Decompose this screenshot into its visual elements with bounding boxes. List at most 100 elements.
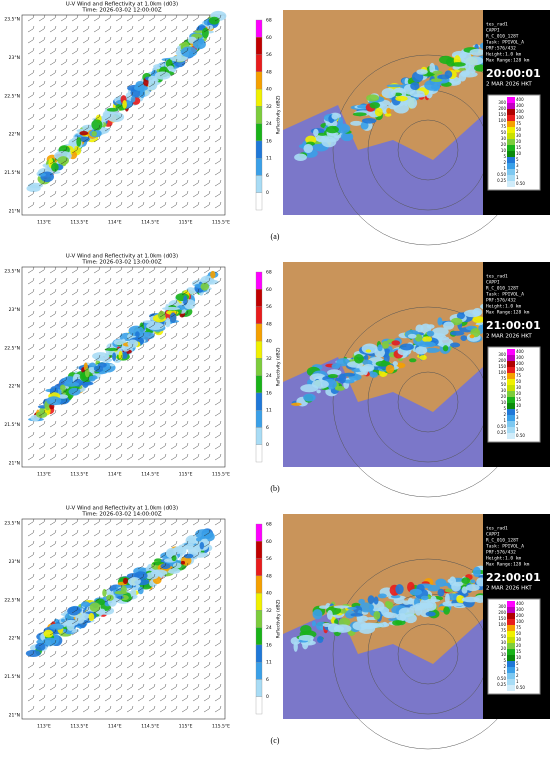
colorbar-segment: [255, 71, 263, 90]
wind-barb: [104, 157, 112, 165]
wind-barb: [159, 135, 167, 143]
lon-label: 114°E: [108, 472, 122, 478]
wind-barb: [71, 343, 79, 351]
lat-label: 22°N: [9, 132, 20, 138]
wind-barb: [126, 540, 134, 548]
radar-info: PRF:576/432: [486, 46, 516, 52]
wind-barb: [104, 288, 112, 296]
echo: [57, 156, 69, 165]
wind-barb: [60, 573, 68, 581]
echo: [318, 605, 329, 609]
wind-barb: [192, 694, 200, 702]
wind-barb: [60, 14, 68, 22]
wind-barb: [137, 562, 145, 570]
wind-barb: [104, 705, 112, 713]
echo: [384, 348, 390, 353]
wind-barb: [27, 190, 35, 198]
wind-barb: [82, 310, 90, 318]
legend-right: 400: [516, 601, 524, 606]
wind-barb: [60, 606, 68, 614]
wind-barb: [49, 551, 57, 559]
wind-barb: [27, 694, 35, 702]
wind-barb: [192, 69, 200, 77]
wind-barb: [82, 277, 90, 285]
wind-barb: [192, 80, 200, 88]
radar-info: Max Range:128 km: [486, 58, 530, 64]
echo: [442, 345, 449, 352]
echo: [386, 107, 391, 114]
legend-left: 300: [498, 352, 506, 357]
colorbar-tick: 48: [266, 321, 272, 327]
echo: [399, 613, 407, 622]
wind-barb: [82, 299, 90, 307]
wind-barb: [49, 442, 57, 450]
legend-left: 75: [501, 376, 507, 381]
echo: [463, 309, 481, 318]
wind-barb: [93, 266, 101, 274]
wind-barb: [49, 135, 57, 143]
wind-barb: [203, 69, 211, 77]
wind-barb: [126, 584, 134, 592]
wind-barb: [159, 80, 167, 88]
echo: [451, 62, 466, 67]
wind-barb: [126, 266, 134, 274]
echo: [316, 636, 324, 643]
wind-barb: [137, 529, 145, 537]
wind-barb: [126, 124, 134, 132]
wind-barb: [181, 573, 189, 581]
wind-barb: [192, 354, 200, 362]
wind-barb: [93, 705, 101, 713]
wind-barb: [60, 398, 68, 406]
echo: [432, 327, 449, 336]
echo: [127, 577, 141, 586]
echo: [311, 620, 316, 627]
wind-barb: [104, 672, 112, 680]
echo: [360, 121, 369, 130]
wind-barb: [115, 124, 123, 132]
wind-barb: [115, 529, 123, 537]
echo: [303, 143, 314, 154]
wind-barb: [49, 628, 57, 636]
wind-barb: [104, 310, 112, 318]
echo: [327, 373, 339, 379]
wind-barb: [82, 25, 90, 33]
echo: [42, 637, 59, 646]
wind-barb: [93, 14, 101, 22]
legend-left: 10: [501, 148, 507, 153]
wind-barb: [49, 343, 57, 351]
wind-barb: [159, 179, 167, 187]
wind-barb: [82, 47, 90, 55]
wind-barb: [49, 398, 57, 406]
echo: [35, 642, 46, 651]
wind-barb: [148, 420, 156, 428]
wind-barb: [181, 442, 189, 450]
colorbar-segment: [255, 358, 263, 376]
wind-barb: [115, 288, 123, 296]
wind-barb: [159, 661, 167, 669]
wind-barb: [27, 157, 35, 165]
legend-right: 50: [516, 631, 522, 636]
wind-barb: [137, 398, 145, 406]
wind-barb: [82, 672, 90, 680]
wind-barb: [27, 683, 35, 691]
wind-barb: [137, 365, 145, 373]
wind-barb: [170, 376, 178, 384]
wind-barb: [71, 277, 79, 285]
wind-barb: [115, 595, 123, 603]
wind-barb: [115, 694, 123, 702]
wind-barb: [214, 168, 222, 176]
wind-barb: [192, 179, 200, 187]
echo: [104, 347, 119, 351]
wind-barb: [82, 135, 90, 143]
wind-barb: [170, 14, 178, 22]
wind-barb: [126, 705, 134, 713]
wind-barb: [71, 694, 79, 702]
wind-barb: [148, 25, 156, 33]
wind-barb: [115, 442, 123, 450]
wind-barb: [82, 529, 90, 537]
wind-barb: [137, 36, 145, 44]
lat-label: 23.5°N: [4, 521, 20, 527]
wind-barb: [104, 694, 112, 702]
wind-barb: [115, 398, 123, 406]
wind-barb: [181, 562, 189, 570]
